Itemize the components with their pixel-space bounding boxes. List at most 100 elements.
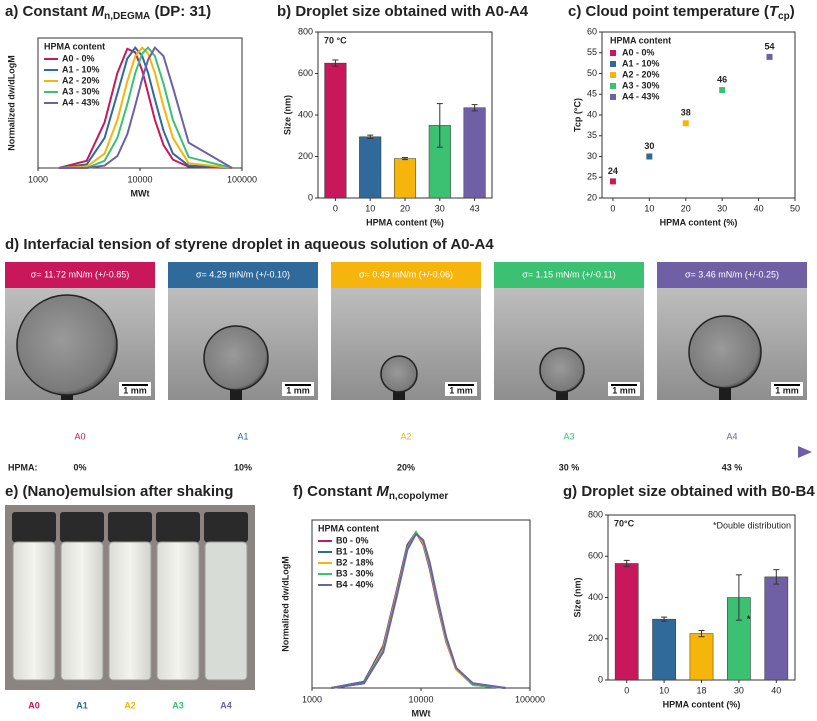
x-axis-label: HPMA content (%): [663, 699, 741, 709]
header-band: [494, 262, 644, 288]
annotation: 70 °C: [324, 35, 347, 45]
x-axis-label: MWt: [412, 708, 431, 718]
x-tick-label: 43: [470, 203, 480, 213]
scale-label: 1 mm: [775, 385, 799, 395]
y-tick-label: 400: [298, 109, 313, 119]
content-label: 0%: [73, 462, 86, 472]
legend-title: HPMA content: [44, 41, 105, 51]
legend-label: A1 - 10%: [622, 58, 660, 68]
x-tick-label: 30: [717, 203, 727, 213]
series-line: [58, 46, 233, 169]
x-tick-label: 0: [610, 203, 615, 213]
series-line: [58, 45, 233, 169]
legend-label: A4 - 43%: [62, 97, 100, 107]
sample-label: A2: [400, 431, 411, 441]
x-axis-label: MWt: [131, 188, 150, 198]
y-tick-label: 60: [587, 26, 597, 36]
vial-cap: [12, 512, 56, 542]
legend-label: B0 - 0%: [336, 535, 369, 545]
legend-label: A2 - 20%: [62, 75, 100, 85]
content-label: 43 %: [722, 462, 743, 472]
chart-title: g) Droplet size obtained with B0-B4: [563, 483, 815, 500]
tension-label: σ= 0.49 mN/m (+/-0.06): [359, 269, 453, 279]
bar: [393, 158, 417, 199]
title-part: M: [376, 483, 389, 500]
y-tick-label: 600: [298, 68, 313, 78]
legend-label: A0 - 0%: [62, 53, 95, 63]
legend-label: A3 - 30%: [622, 80, 660, 90]
x-tick-label: 100000: [227, 174, 257, 184]
point: [682, 120, 689, 127]
x-tick-label: 0: [333, 203, 338, 213]
bar: [614, 563, 639, 681]
sample-label: A1: [237, 431, 248, 441]
data-label: 24: [608, 166, 618, 176]
header-band: [168, 262, 318, 288]
bar: [463, 107, 486, 199]
vial-cap: [108, 512, 152, 542]
series-line: [58, 47, 233, 169]
sample-label: A3: [563, 431, 574, 441]
bar: [359, 136, 382, 199]
vial-body: [156, 541, 200, 681]
scale-label: 1 mm: [449, 385, 473, 395]
legend-label: A0 - 0%: [622, 47, 655, 57]
droplet-photo: [5, 262, 155, 400]
x-tick-label: 20: [681, 203, 691, 213]
header-band: [331, 262, 481, 288]
chart-title: a) Constant Mn,DEGMA (DP: 31): [5, 3, 211, 22]
legend-label: B1 - 10%: [336, 546, 374, 556]
vial-body: [12, 541, 56, 681]
point: [766, 53, 773, 60]
data-label: 46: [717, 74, 727, 84]
y-tick-label: 55: [587, 47, 597, 57]
title-part: f) Constant: [293, 483, 376, 500]
point: [719, 87, 726, 94]
header-band: [657, 262, 807, 288]
y-tick-label: 0: [308, 192, 313, 202]
y-axis-label: Tcp (°C): [572, 98, 582, 132]
droplet: [16, 294, 118, 396]
y-tick-label: 20: [587, 192, 597, 202]
x-tick-label: 0: [624, 685, 629, 695]
bar: [324, 62, 347, 199]
y-axis-label: Normalized dw/dLogM: [280, 556, 290, 652]
data-label: 54: [765, 41, 775, 51]
legend-label: A2 - 20%: [622, 69, 660, 79]
y-axis-label: Size (nm): [572, 577, 582, 617]
sample-label: A4: [220, 700, 232, 710]
chart-title: f) Constant Mn,copolymer: [293, 483, 448, 502]
title-part: ): [790, 3, 795, 20]
annotation: 70°C: [614, 518, 635, 528]
x-tick-label: 20: [400, 203, 410, 213]
y-tick-label: 30: [587, 151, 597, 161]
y-tick-label: 200: [298, 151, 313, 161]
y-tick-label: 35: [587, 130, 597, 140]
x-tick-label: 40: [754, 203, 764, 213]
title-part: c) Cloud point temperature (: [568, 3, 769, 20]
vial-cap: [60, 512, 104, 542]
series-line: [58, 46, 233, 169]
title-part: n,DEGMA: [104, 11, 150, 22]
legend-label: A3 - 30%: [62, 86, 100, 96]
y-tick-label: 40: [587, 109, 597, 119]
legend-label: B4 - 40%: [336, 579, 374, 589]
y-tick-label: 45: [587, 89, 597, 99]
panel-title: e) (Nano)emulsion after shaking: [5, 483, 233, 500]
sample-label: A2: [124, 700, 136, 710]
x-tick-label: 10: [365, 203, 375, 213]
x-tick-label: 40: [771, 685, 781, 695]
axis-label: HPMA:: [8, 462, 38, 472]
droplet-photo: [331, 262, 481, 400]
y-tick-label: 800: [588, 509, 603, 519]
data-label: 30: [644, 141, 654, 151]
y-tick-label: 800: [298, 26, 313, 36]
legend-label: B2 - 18%: [336, 557, 374, 567]
vial-body: [108, 541, 152, 681]
title-part: cp: [778, 11, 790, 22]
error-bar: [402, 157, 408, 161]
x-tick-label: 18: [696, 685, 706, 695]
legend-swatch: [610, 72, 616, 78]
legend-title: HPMA content: [610, 35, 671, 45]
scale-label: 1 mm: [123, 385, 147, 395]
